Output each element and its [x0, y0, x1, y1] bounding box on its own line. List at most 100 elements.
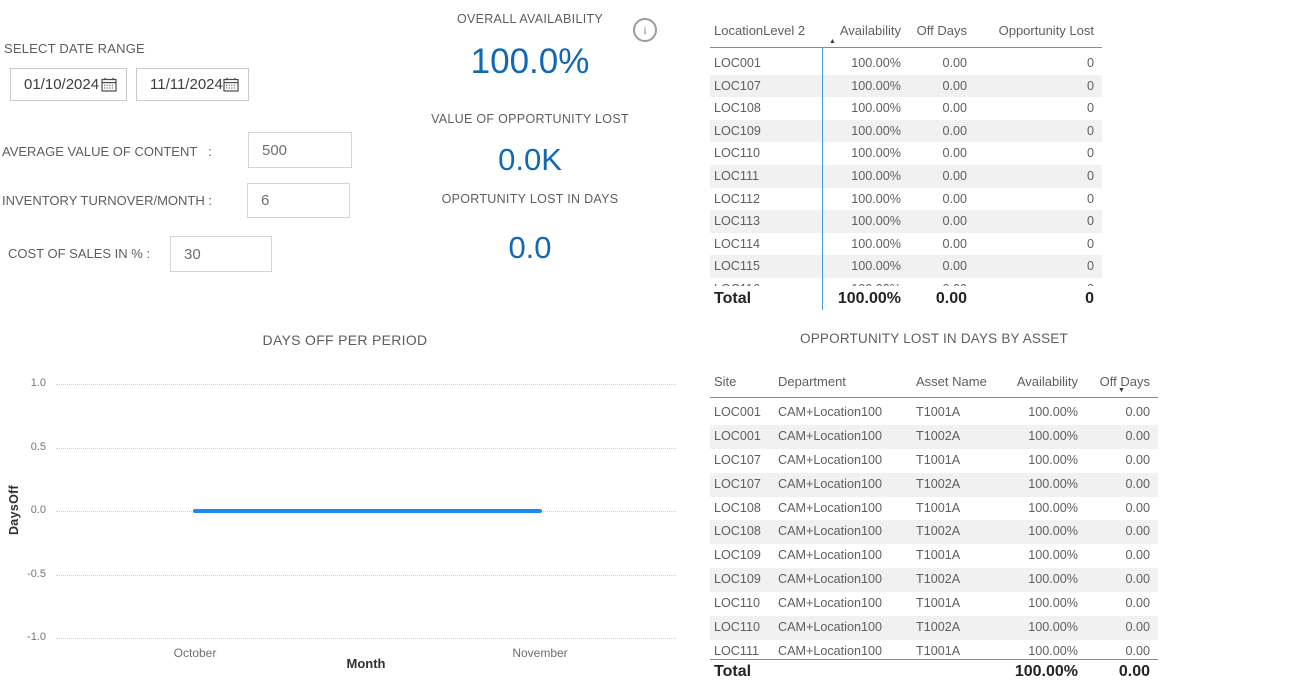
column-header-asset-name[interactable]: Asset Name — [916, 374, 987, 389]
location-availability-table: LocationLevel 2 Availability Off Days Op… — [710, 18, 1102, 310]
table-cell: LOC109 — [714, 123, 761, 138]
table-cell: 0.00 — [942, 101, 967, 116]
table-row[interactable]: LOC107 100.00% 0.00 0 — [710, 74, 1102, 98]
table-cell: T1001A — [916, 405, 961, 419]
gridline — [56, 638, 676, 639]
table-cell: 0.00 — [1125, 524, 1150, 539]
sort-descending-icon[interactable]: ▼ — [1118, 387, 1125, 394]
column-header-opportunity-lost[interactable]: Opportunity Lost — [998, 23, 1094, 38]
total-spacer — [770, 660, 908, 684]
table-cell: 100.00% — [1028, 428, 1078, 443]
x-axis-tick-label: November — [512, 646, 568, 660]
table-row[interactable]: LOC107 CAM+Location100 T1001A 100.00% 0.00 — [710, 449, 1158, 473]
table-cell: 100.00% — [1028, 643, 1078, 658]
table-row[interactable]: LOC114 100.00% 0.00 0 — [710, 233, 1102, 256]
opportunity-lost-in-days-label: OPORTUNITY LOST IN DAYS — [441, 192, 619, 206]
table-row[interactable]: LOC001 CAM+Location100 T1001A 100.00% 0.00 — [710, 401, 1158, 425]
table-cell: 0 — [1086, 191, 1094, 206]
table-cell: 100.00% — [851, 214, 901, 229]
table-row[interactable]: LOC108 CAM+Location100 T1001A 100.00% 0.00 — [710, 497, 1158, 521]
table-cell: 0.00 — [1125, 405, 1150, 419]
table-cell: T1002A — [916, 476, 961, 491]
column-header-availability[interactable]: Availability — [1016, 374, 1078, 389]
calendar-icon[interactable] — [101, 77, 117, 92]
table-row[interactable]: LOC110 100.00% 0.00 0 — [710, 142, 1102, 165]
table-cell: LOC110 — [714, 596, 760, 611]
cost-of-sales-input[interactable] — [170, 236, 272, 272]
table-cell: 100.00% — [822, 278, 907, 286]
table-row[interactable]: LOC109 100.00% 0.00 0 — [710, 119, 1102, 143]
table-row[interactable]: LOC109 CAM+Location100 T1001A 100.00% 0.00 — [710, 544, 1158, 568]
x-axis-title: Month — [346, 656, 386, 671]
table-row[interactable]: LOC111 100.00% 0.00 0 — [710, 164, 1102, 188]
table-cell: T1001A — [916, 643, 961, 658]
avg-value-label: AVERAGE VALUE OF CONTENT : — [2, 144, 212, 159]
total-off-days: 0.00 — [935, 290, 967, 307]
column-header-availability[interactable]: Availability — [839, 23, 901, 38]
table-cell: CAM+Location100 — [778, 500, 882, 515]
table-row[interactable]: LOC108 CAM+Location100 T1002A 100.00% 0.00 — [710, 520, 1158, 545]
days-off-chart[interactable]: DAYS OFF PER PERIOD DaysOff Month 1.0 0.5… — [0, 325, 690, 700]
date-to-input[interactable]: 11/11/2024 — [136, 68, 249, 101]
table-cell: LOC108 — [714, 524, 761, 539]
avg-value-input[interactable] — [248, 132, 352, 168]
table-row[interactable]: LOC109 CAM+Location100 T1002A 100.00% 0.00 — [710, 568, 1158, 593]
table-cell: T1001A — [916, 548, 961, 563]
chart-title: DAYS OFF PER PERIOD — [262, 332, 428, 348]
table-cell: 0 — [1086, 78, 1094, 93]
column-separator — [822, 47, 823, 310]
table-title: OPPORTUNITY LOST IN DAYS BY ASSET — [800, 331, 1068, 346]
table-cell: 100.00% — [1028, 596, 1078, 611]
table-cell: 100.00% — [1028, 405, 1078, 419]
table-row[interactable]: LOC107 CAM+Location100 T1002A 100.00% 0.00 — [710, 472, 1158, 497]
table-cell: LOC107 — [714, 452, 761, 467]
table-row[interactable]: LOC110 CAM+Location100 T1001A 100.00% 0.00 — [710, 592, 1158, 616]
table-cell: 0 — [1086, 123, 1094, 138]
column-header-department[interactable]: Department — [778, 374, 846, 389]
table-cell: LOC114 — [714, 236, 760, 251]
info-icon[interactable]: i — [633, 18, 657, 42]
table-cell: 0.00 — [942, 56, 967, 70]
column-header-site[interactable]: Site — [714, 374, 737, 389]
date-from-value: 01/10/2024 — [24, 76, 100, 93]
table-cell: CAM+Location100 — [778, 643, 882, 658]
column-header-off-days[interactable]: Off Days — [1099, 374, 1150, 389]
table-cell: CAM+Location100 — [778, 572, 882, 587]
table-cell: T1002A — [916, 428, 961, 443]
opportunity-lost-in-days-value: 0.0 — [508, 230, 552, 265]
table-total-row: Total 100.00% 0.00 — [710, 660, 1158, 684]
table-row[interactable]: LOC116100.00%0.000 — [710, 278, 1102, 286]
table-row[interactable]: LOC108 100.00% 0.00 0 — [710, 97, 1102, 120]
column-header-off-days[interactable]: Off Days — [916, 23, 967, 38]
table-row[interactable]: LOC001 CAM+Location100 T1002A 100.00% 0.00 — [710, 424, 1158, 449]
table-cell: 0 — [1086, 56, 1094, 70]
table-total-row: Total 100.00% 0.00 0 — [710, 287, 1102, 310]
table-row[interactable]: LOC112 100.00% 0.00 0 — [710, 188, 1102, 211]
table-cell: CAM+Location100 — [778, 452, 882, 467]
calendar-icon[interactable] — [223, 77, 239, 92]
date-to-value: 11/11/2024 — [150, 76, 223, 93]
table-body: LOC001 CAM+Location100 T1001A 100.00% 0.00 LO… — [710, 401, 1158, 659]
column-header-locationlevel2[interactable]: LocationLevel 2 — [714, 23, 806, 38]
table-row[interactable]: LOC113 100.00% 0.00 0 — [710, 210, 1102, 233]
table-row[interactable]: LOC001 100.00% 0.00 0 — [710, 52, 1102, 75]
table-row[interactable]: LOC110 CAM+Location100 T1002A 100.00% 0.00 — [710, 616, 1158, 640]
y-axis-tick-label: 0.0 — [30, 504, 46, 516]
sort-ascending-icon[interactable]: ▲ — [829, 38, 836, 45]
turnover-input[interactable] — [247, 183, 350, 218]
total-availability: 100.00% — [1014, 663, 1078, 680]
table-cell: 0.00 — [942, 236, 967, 251]
total-spacer — [908, 660, 1000, 684]
table-cell: CAM+Location100 — [778, 524, 882, 539]
table-row[interactable]: LOC111 CAM+Location100 T1001A 100.00% 0.00 — [710, 640, 1158, 659]
table-cell: 0.00 — [1125, 428, 1150, 443]
date-from-input[interactable]: 01/10/2024 — [10, 68, 127, 101]
table-row[interactable]: LOC115 100.00% 0.00 0 — [710, 255, 1102, 278]
table-cell: 0.00 — [942, 168, 967, 183]
table-cell: T1002A — [916, 524, 961, 539]
table-cell: 0 — [1086, 236, 1094, 251]
value-of-opportunity-lost-value: 0.0K — [498, 142, 562, 177]
table-cell: 0.00 — [942, 259, 967, 274]
table-cell: 0.00 — [1125, 620, 1150, 635]
